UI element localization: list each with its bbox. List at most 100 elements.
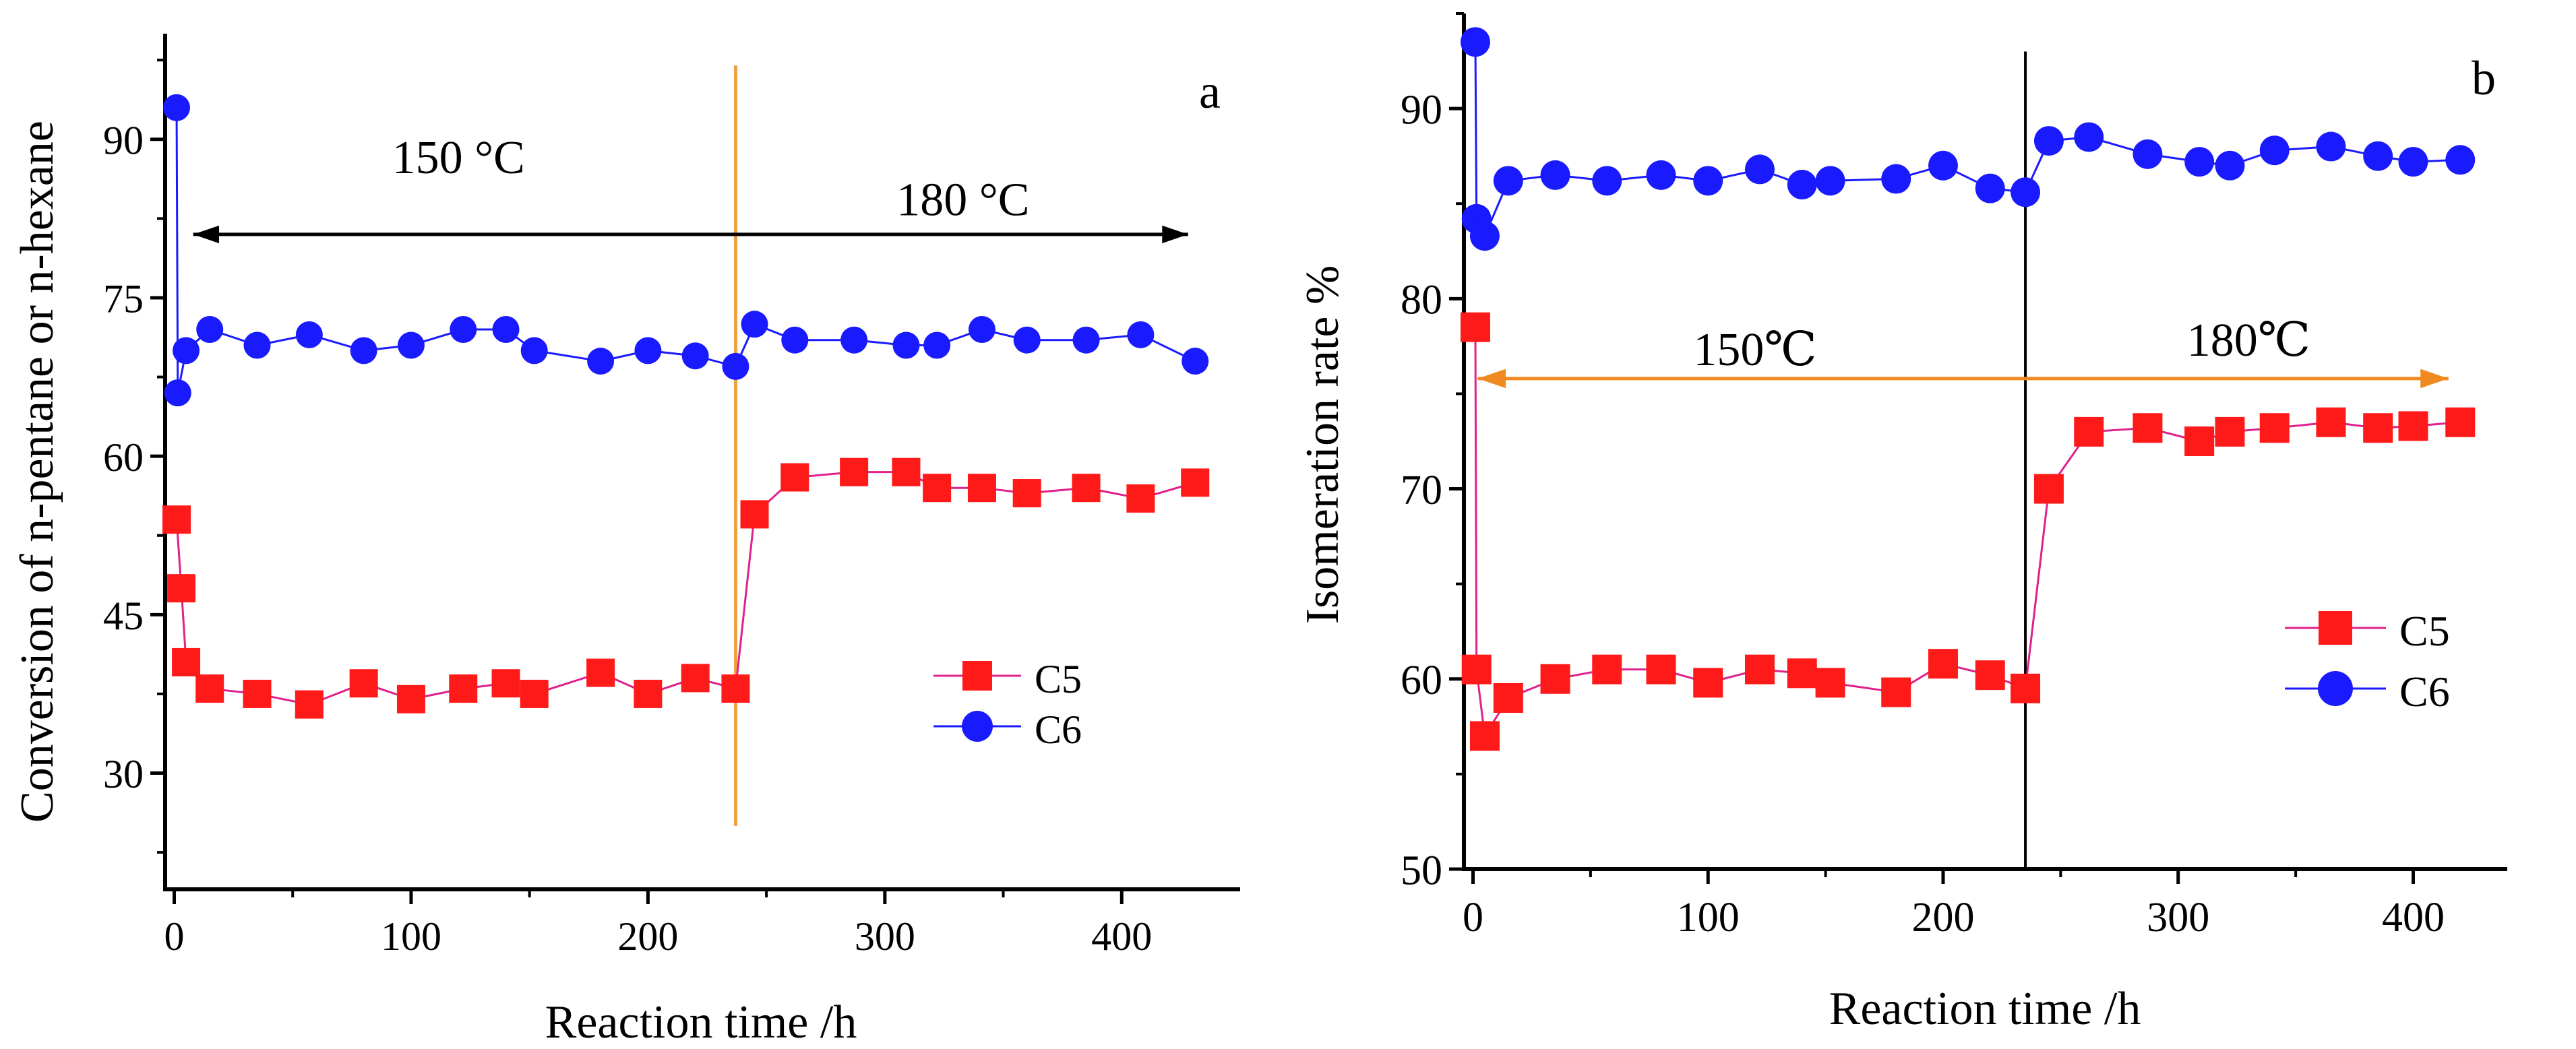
- panel-b-c5-point: [2011, 673, 2041, 703]
- panel-b-c6-point: [1744, 154, 1775, 185]
- panel-b-x-tick-label: 400: [2382, 895, 2445, 941]
- panel-a-c5-point: [586, 658, 615, 687]
- panel-b-c5-point: [1460, 312, 1490, 342]
- panel-b-c6-point: [1787, 170, 1817, 199]
- panel-b-y-tick-label: 60: [1401, 658, 1442, 703]
- panel-a-label: a: [1199, 65, 1221, 119]
- panel-a-c6-point: [781, 326, 809, 354]
- panel-a-axes: [163, 34, 1240, 891]
- legend-c5-label: C5: [1035, 657, 1082, 701]
- panel-b-c6-point: [1815, 166, 1845, 196]
- panel-b-c6-point: [1469, 221, 1500, 251]
- panel-a-c5-point: [243, 679, 272, 708]
- panel-a-y-tick-label: 45: [103, 594, 144, 638]
- panel-a-series: [162, 94, 1210, 719]
- panel-a-c6-point: [295, 321, 323, 348]
- panel-a-c5-point: [295, 690, 324, 719]
- panel-b-axes: [1462, 13, 2507, 871]
- panel-a-c5-point: [167, 574, 196, 603]
- panel-a-c5-point: [923, 474, 952, 503]
- panel-b-c5-point: [1646, 654, 1676, 685]
- panel-b-x-tick-label: 200: [1911, 895, 1974, 941]
- panel-b-c6-point: [1493, 166, 1523, 196]
- panel-b-c5-point: [1592, 654, 1622, 685]
- panel-a-c5-point: [1126, 484, 1155, 513]
- panel-b-arrowhead-left: [1477, 369, 1506, 389]
- panel-b-c6-point: [2316, 131, 2346, 162]
- panel-b-c5-point: [1975, 660, 2005, 691]
- panel-a-c6-point: [397, 331, 425, 359]
- panel-b-c5-line: [1474, 327, 2461, 739]
- panel-a-y-tick-label: 60: [103, 435, 144, 480]
- panel-a-c5-point: [840, 457, 869, 486]
- panel-a-c5-point: [681, 664, 710, 693]
- panel-b-x-tick-label: 300: [2147, 895, 2209, 941]
- panel-a-c6-point: [520, 337, 548, 364]
- panel-a-x-tick-label: 200: [617, 914, 678, 959]
- panel-b-temp-label-150: 150℃: [1693, 324, 1816, 376]
- panel-a-c5-point: [1072, 474, 1101, 503]
- panel-a-c6-point: [492, 316, 520, 344]
- panel-a-c5-point: [396, 685, 425, 713]
- panel-b-c5-point: [1881, 677, 1911, 707]
- panel-a-c6-point: [840, 326, 868, 354]
- panel-b-c5-point: [1461, 654, 1492, 685]
- panel-b-c6-point: [2033, 126, 2064, 156]
- panel-b-x-tick-label: 100: [1677, 895, 1740, 941]
- panel-a-legend: C5 C6: [933, 657, 1082, 752]
- panel-b-y-axis-title: Isomeration rate %: [1297, 265, 1349, 625]
- panel-b-c6-point: [2445, 145, 2476, 175]
- panel-b-series: [1460, 27, 2476, 751]
- panel-b-c6-point: [1928, 150, 1958, 181]
- panel-a-c6-point: [1013, 326, 1041, 354]
- panel-b-c5-point: [1928, 649, 1958, 679]
- panel-b-label: b: [2472, 51, 2496, 105]
- panel-a-temp-label-180: 180 °C: [896, 174, 1029, 226]
- legend-c6-label: C6: [2399, 668, 2450, 716]
- panel-b-c5-point: [1540, 664, 1570, 694]
- panel-b-c6-point: [2074, 122, 2104, 152]
- panel-a-c6-point: [892, 331, 920, 359]
- panel-a-x-tick-label: 400: [1091, 914, 1152, 959]
- panel-a-c5-point: [162, 505, 191, 534]
- panel-b-c5-point: [1493, 683, 1523, 713]
- panel-a-c6-point: [450, 316, 477, 344]
- panel-b-c5-point: [2074, 416, 2104, 447]
- panel-b-c5-point: [2133, 413, 2163, 443]
- panel-b-c6-point: [1646, 160, 1676, 190]
- panel-b-c5-point: [1815, 668, 1845, 698]
- panel-b-c5-point: [1787, 658, 1817, 689]
- panel-b-c5-point: [2316, 407, 2346, 437]
- panel-a-c5-point: [491, 669, 520, 698]
- panel-b-c5-point: [2259, 413, 2290, 443]
- panel-a-temp-label-150: 150 °C: [392, 132, 525, 184]
- panel-b-c5-point: [1469, 721, 1500, 751]
- panel-a-c6-point: [164, 379, 191, 407]
- panel-b-c5-point: [2184, 426, 2215, 456]
- panel-b-c6-point: [2011, 177, 2041, 208]
- panel-a-c6-point: [350, 337, 377, 364]
- legend-c6-label: C6: [1035, 707, 1082, 752]
- legend-c6-marker: [962, 711, 993, 742]
- chart-panel-b: 0 100 200 300 400 50 60 70 80 90 b 150℃ 180℃ Rea…: [1297, 12, 2507, 1035]
- panel-a-c5-point: [449, 674, 478, 703]
- panel-b-legend: C5 C6: [2285, 607, 2450, 716]
- panel-a-x-tick-label: 0: [164, 914, 185, 959]
- panel-a-c5-point: [520, 679, 549, 708]
- panel-a-y-tick-label: 30: [103, 752, 144, 796]
- panel-a-c6-point: [1127, 321, 1155, 348]
- panel-a-arrowhead-left: [193, 225, 220, 244]
- panel-b-x-ticks: 0 100 200 300 400: [1463, 869, 2445, 941]
- panel-a-c5-point: [967, 474, 996, 503]
- panel-a-c5-point: [634, 679, 663, 708]
- panel-b-c5-point: [2445, 407, 2476, 437]
- legend-c5-marker: [962, 661, 992, 691]
- panel-a-c6-point: [722, 352, 749, 380]
- panel-b-c5-point: [2215, 416, 2245, 447]
- panel-b-c5-point: [1693, 668, 1723, 698]
- panel-b-c6-point: [1460, 27, 1490, 57]
- panel-b-y-tick-label: 90: [1401, 87, 1442, 133]
- panel-b-c6-point: [2363, 141, 2393, 171]
- panel-b-c5-point: [2398, 411, 2428, 441]
- panel-a-y-tick-label: 75: [103, 277, 144, 321]
